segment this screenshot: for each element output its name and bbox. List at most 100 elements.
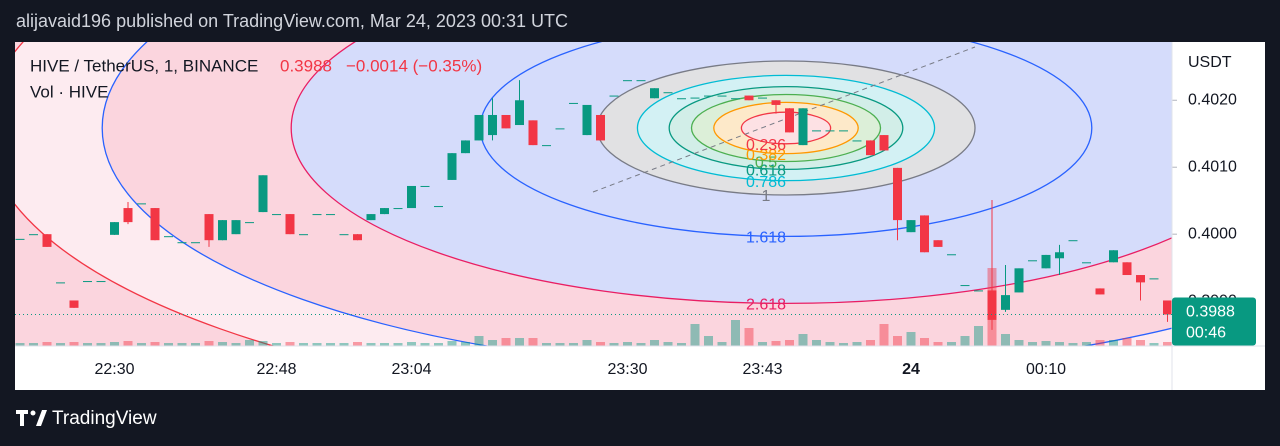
candle-body bbox=[1041, 254, 1051, 269]
volume-bar bbox=[69, 342, 79, 346]
x-tick-label: 23:43 bbox=[742, 361, 782, 378]
volume-bar bbox=[947, 342, 956, 346]
volume-bar bbox=[339, 343, 349, 346]
volume-bar bbox=[717, 342, 727, 346]
volume-bar bbox=[164, 343, 173, 346]
candle-body bbox=[407, 185, 416, 209]
fib-label: 1.618 bbox=[746, 230, 786, 247]
candle-body bbox=[825, 130, 835, 132]
candle-body bbox=[920, 215, 929, 253]
candle-body bbox=[731, 98, 740, 100]
candle-body bbox=[798, 108, 808, 146]
volume-bar bbox=[744, 328, 754, 346]
volume-bar bbox=[758, 342, 767, 346]
candle-body bbox=[1068, 240, 1078, 242]
x-tick-label: 00:10 bbox=[1026, 361, 1066, 378]
volume-bar bbox=[285, 342, 295, 346]
volume-bar bbox=[258, 341, 268, 346]
candle-body bbox=[218, 220, 227, 241]
y-axis-label: USDT bbox=[1188, 54, 1232, 71]
volume-bar bbox=[474, 336, 484, 346]
volume-bar bbox=[650, 340, 659, 346]
volume-bar bbox=[1082, 342, 1091, 346]
candle-body bbox=[893, 167, 902, 221]
volume-bar bbox=[204, 341, 214, 346]
last-price-legend: 0.3988 bbox=[280, 56, 332, 75]
volume-bar bbox=[218, 342, 227, 346]
candle-body bbox=[110, 222, 119, 235]
candle-body bbox=[906, 220, 916, 233]
volume-bar bbox=[704, 336, 713, 346]
volume-bar bbox=[812, 340, 821, 346]
volume-bar bbox=[434, 343, 443, 346]
volume-bar bbox=[933, 342, 943, 346]
volume-bar bbox=[56, 343, 65, 346]
fib-label: 2.618 bbox=[746, 297, 786, 314]
candle-body bbox=[83, 281, 92, 283]
volume-bar bbox=[852, 342, 862, 346]
candle-body bbox=[785, 108, 794, 133]
volume-bar bbox=[393, 343, 403, 346]
candle-body bbox=[191, 242, 200, 244]
candle-body bbox=[299, 234, 308, 236]
volume-bar bbox=[974, 326, 983, 346]
candle-body bbox=[339, 234, 349, 236]
countdown: 00:46 bbox=[1186, 325, 1226, 342]
volume-bar bbox=[137, 343, 146, 346]
x-tick-label: 23:30 bbox=[607, 361, 647, 378]
publish-line: alijavaid196 published on TradingView.co… bbox=[16, 11, 568, 31]
volume-bar bbox=[785, 340, 794, 346]
candle-body bbox=[1122, 262, 1132, 276]
volume-title: Vol · HIVE bbox=[30, 82, 108, 101]
fib-label: 0.382 bbox=[746, 147, 786, 164]
candle-body bbox=[1055, 252, 1064, 259]
candle-body bbox=[690, 97, 700, 99]
volume-bar bbox=[1028, 342, 1037, 346]
candle-body bbox=[56, 282, 65, 284]
volume-bar bbox=[123, 341, 133, 346]
candle-body bbox=[1028, 260, 1037, 262]
volume-bar bbox=[569, 343, 578, 346]
candle-body bbox=[947, 254, 956, 256]
candle-body bbox=[380, 208, 389, 215]
candle-body bbox=[1136, 275, 1145, 283]
volume-bar bbox=[636, 343, 646, 346]
volume-bar bbox=[42, 342, 52, 346]
volume-bar bbox=[825, 342, 835, 346]
volume-bar bbox=[1163, 342, 1172, 346]
volume-bar bbox=[191, 343, 200, 346]
axes: 0.39900.40000.40100.402022:3022:4823:042… bbox=[94, 91, 1237, 378]
chart-title: HIVE / TetherUS, 1, BINANCE bbox=[30, 56, 258, 75]
candle-body bbox=[852, 140, 862, 142]
volume-bar bbox=[353, 342, 362, 346]
volume-bar bbox=[312, 343, 322, 346]
volume-bar bbox=[366, 343, 376, 346]
candle-body bbox=[650, 88, 659, 99]
candle-body bbox=[528, 120, 538, 146]
volume-bar bbox=[1014, 340, 1024, 346]
candle-body bbox=[434, 206, 443, 208]
last-price-box bbox=[1172, 297, 1256, 346]
volume-bar bbox=[1095, 340, 1105, 346]
volume-bar bbox=[29, 343, 38, 346]
volume-bar bbox=[488, 340, 497, 346]
volume-bar bbox=[731, 320, 740, 346]
volume-bar bbox=[83, 343, 92, 346]
volume-bar bbox=[299, 343, 308, 346]
y-tick-label: 0.4020 bbox=[1188, 91, 1237, 108]
candles bbox=[15, 80, 1172, 330]
candle-body bbox=[245, 222, 254, 224]
price-change: −0.0014 (−0.35%) bbox=[346, 56, 482, 75]
volume-bar bbox=[771, 341, 781, 346]
x-tick-label: 24 bbox=[902, 361, 920, 378]
volume-bar bbox=[690, 324, 700, 346]
volume-bar bbox=[623, 342, 632, 346]
candle-body bbox=[704, 95, 713, 97]
candle-body bbox=[164, 236, 173, 238]
candle-body bbox=[879, 135, 889, 151]
volume-bar bbox=[582, 340, 592, 346]
volume-bar bbox=[501, 338, 511, 346]
volume-bar bbox=[893, 336, 902, 346]
